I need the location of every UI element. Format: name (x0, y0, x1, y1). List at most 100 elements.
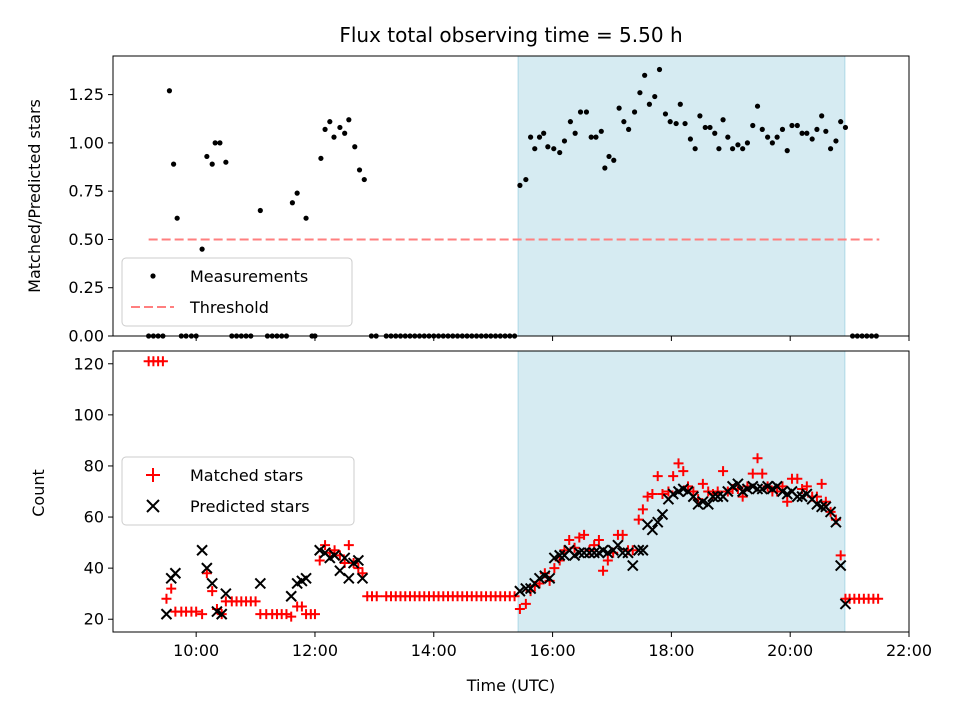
measurement-point (361, 176, 367, 183)
top-y-tick-label: 0.50 (68, 230, 104, 249)
measurement-point (294, 190, 300, 196)
measurement-point (517, 182, 523, 188)
matched-star-point (549, 563, 560, 574)
matched-star-point (579, 529, 590, 540)
predicted-star-point (815, 501, 828, 513)
matched-star-point (357, 568, 368, 579)
matched-star-point (166, 583, 177, 594)
measurement-point (842, 124, 849, 131)
measurements-legend-marker (150, 273, 156, 279)
measurement-point (223, 159, 229, 165)
predicted-star-point (201, 562, 213, 574)
x-tick-label: 12:00 (292, 641, 338, 660)
bottom-y-tick-label: 40 (84, 559, 104, 578)
measurement-point (667, 119, 673, 125)
bottom-y-axis-label: Count (29, 469, 48, 517)
measurement-point (794, 122, 800, 129)
measurement-point (750, 122, 756, 129)
predicted-star-point (839, 598, 852, 610)
measurement-point (740, 146, 746, 152)
measurement-point (729, 146, 736, 152)
matched-star-point (520, 598, 531, 609)
predicted-star-point (622, 547, 634, 559)
matched-star-point (673, 458, 684, 469)
matched-star-point (602, 555, 613, 566)
measurement-point (337, 124, 343, 131)
predicted-star-point (830, 516, 842, 528)
top-y-tick-label: 0.75 (68, 182, 104, 201)
matched-star-point (320, 540, 331, 551)
bottom-y-ticks: 20 40 60 80 100 120 (73, 354, 113, 629)
measurement-point (662, 111, 669, 117)
measurement-point (637, 90, 643, 96)
matched-star-point (652, 471, 663, 482)
measurement-point (720, 117, 726, 123)
predicted-star-point (254, 577, 267, 590)
matched-star-point (161, 593, 172, 604)
predicted-star-point (824, 506, 837, 518)
measurement-point (342, 130, 348, 136)
measurement-point (769, 140, 775, 146)
top-legend: Measurements Threshold (121, 257, 353, 327)
measurement-point (646, 101, 653, 107)
x-tick-label: 20:00 (767, 641, 813, 660)
x-axis-label: Time (UTC) (466, 676, 555, 695)
predicted-star-point (834, 559, 847, 572)
matched-star-point (678, 466, 689, 477)
measurement-point (303, 215, 309, 221)
measurement-point (804, 130, 810, 136)
measurement-point (352, 144, 358, 150)
bottom-y-tick-label: 100 (73, 405, 104, 424)
bottom-y-tick-label: 80 (84, 456, 104, 475)
predicted-star-point (732, 478, 744, 490)
measurement-point (356, 167, 363, 173)
measurement-point (166, 88, 173, 94)
predicted-star-point (169, 567, 182, 579)
predicted-star-point (751, 483, 764, 495)
measurement-point (673, 120, 679, 127)
predicted-star-point (656, 508, 669, 521)
top-y-tick-label: 0.25 (68, 278, 104, 297)
predicted-star-point (356, 572, 369, 585)
measurement-point (735, 142, 741, 148)
bottom-y-tick-label: 120 (73, 354, 104, 373)
observing-window-span-top (517, 55, 846, 337)
matched-star-point (747, 468, 758, 479)
matched-star-point (197, 609, 208, 620)
measurement-point (545, 144, 551, 150)
measurement-point (170, 161, 177, 167)
matched-star-point (688, 486, 699, 497)
matched-star-point (757, 468, 768, 479)
matched-star-point (598, 565, 609, 576)
measurement-point (744, 140, 751, 146)
bottom-panel: 20 40 60 80 100 120 10:00 12:00 14:00 16:00 18:00… (29, 350, 932, 695)
measurement-point (765, 134, 771, 140)
predicted-star-point (627, 559, 639, 572)
measurement-point (541, 130, 547, 136)
measurement-point (318, 155, 324, 161)
bottom-legend: Matched stars Predicted stars (121, 456, 355, 526)
measurement-point (682, 120, 688, 127)
measurement-point (754, 103, 761, 109)
measurement-point (204, 153, 210, 160)
matched-star-point (873, 593, 884, 604)
matched-star-point (617, 529, 628, 540)
measurement-point (799, 130, 805, 136)
matched-star-point (697, 478, 708, 489)
predicted-star-point (300, 572, 312, 585)
matched-star-point (564, 535, 575, 546)
measurement-point (677, 101, 683, 107)
predicted-star-point (543, 572, 556, 585)
measurement-point (577, 109, 584, 115)
measurement-point (551, 146, 557, 152)
measurement-point (327, 119, 333, 125)
measurement-point (789, 122, 795, 129)
predicted-star-point (285, 590, 297, 602)
measurement-point (583, 109, 590, 115)
predicted-star-point (588, 547, 600, 559)
top-axes-frame (112, 55, 910, 337)
measurement-point (687, 136, 693, 142)
measurement-point (572, 130, 578, 136)
predicted-stars-points (160, 478, 852, 620)
